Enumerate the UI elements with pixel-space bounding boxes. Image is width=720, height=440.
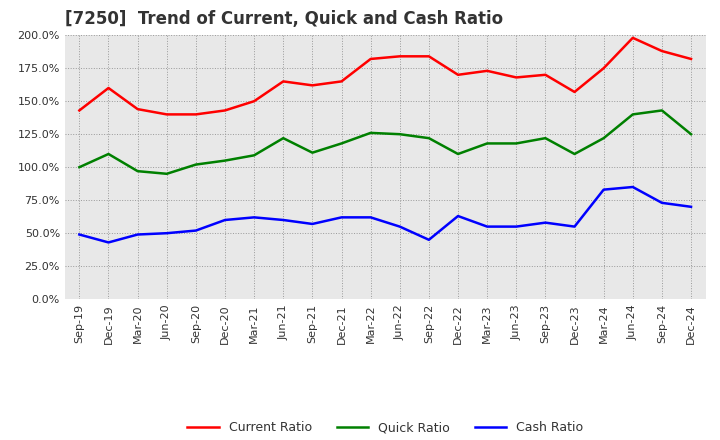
Quick Ratio: [454, 151, 462, 157]
Cash Ratio: [220, 217, 229, 223]
Current Ratio: [570, 89, 579, 95]
Quick Ratio: [104, 151, 113, 157]
Line: Current Ratio: Current Ratio: [79, 38, 691, 114]
Current Ratio: [163, 112, 171, 117]
Quick Ratio: [599, 136, 608, 141]
Legend: Current Ratio, Quick Ratio, Cash Ratio: Current Ratio, Quick Ratio, Cash Ratio: [182, 416, 588, 439]
Current Ratio: [366, 56, 375, 62]
Current Ratio: [599, 66, 608, 71]
Line: Quick Ratio: Quick Ratio: [79, 110, 691, 174]
Current Ratio: [425, 54, 433, 59]
Cash Ratio: [629, 184, 637, 190]
Cash Ratio: [395, 224, 404, 229]
Cash Ratio: [279, 217, 287, 223]
Current Ratio: [454, 72, 462, 77]
Cash Ratio: [483, 224, 492, 229]
Current Ratio: [308, 83, 317, 88]
Quick Ratio: [541, 136, 550, 141]
Quick Ratio: [279, 136, 287, 141]
Cash Ratio: [192, 228, 200, 233]
Cash Ratio: [454, 213, 462, 219]
Quick Ratio: [133, 169, 142, 174]
Cash Ratio: [337, 215, 346, 220]
Cash Ratio: [104, 240, 113, 245]
Current Ratio: [192, 112, 200, 117]
Quick Ratio: [570, 151, 579, 157]
Cash Ratio: [75, 232, 84, 237]
Quick Ratio: [220, 158, 229, 163]
Quick Ratio: [512, 141, 521, 146]
Current Ratio: [657, 48, 666, 54]
Line: Cash Ratio: Cash Ratio: [79, 187, 691, 242]
Text: [7250]  Trend of Current, Quick and Cash Ratio: [7250] Trend of Current, Quick and Cash …: [65, 10, 503, 28]
Quick Ratio: [425, 136, 433, 141]
Quick Ratio: [395, 132, 404, 137]
Cash Ratio: [366, 215, 375, 220]
Quick Ratio: [366, 130, 375, 136]
Current Ratio: [75, 108, 84, 113]
Cash Ratio: [133, 232, 142, 237]
Quick Ratio: [250, 153, 258, 158]
Current Ratio: [395, 54, 404, 59]
Quick Ratio: [75, 165, 84, 170]
Quick Ratio: [687, 132, 696, 137]
Cash Ratio: [512, 224, 521, 229]
Quick Ratio: [337, 141, 346, 146]
Quick Ratio: [163, 171, 171, 176]
Quick Ratio: [192, 162, 200, 167]
Quick Ratio: [483, 141, 492, 146]
Current Ratio: [337, 79, 346, 84]
Quick Ratio: [629, 112, 637, 117]
Cash Ratio: [250, 215, 258, 220]
Current Ratio: [512, 75, 521, 80]
Cash Ratio: [599, 187, 608, 192]
Current Ratio: [483, 68, 492, 73]
Quick Ratio: [657, 108, 666, 113]
Cash Ratio: [425, 237, 433, 242]
Quick Ratio: [308, 150, 317, 155]
Cash Ratio: [308, 221, 317, 227]
Current Ratio: [687, 56, 696, 62]
Current Ratio: [629, 35, 637, 40]
Cash Ratio: [163, 231, 171, 236]
Cash Ratio: [657, 200, 666, 205]
Current Ratio: [104, 85, 113, 91]
Current Ratio: [133, 106, 142, 112]
Current Ratio: [279, 79, 287, 84]
Cash Ratio: [687, 204, 696, 209]
Current Ratio: [220, 108, 229, 113]
Cash Ratio: [541, 220, 550, 225]
Cash Ratio: [570, 224, 579, 229]
Current Ratio: [541, 72, 550, 77]
Current Ratio: [250, 99, 258, 104]
